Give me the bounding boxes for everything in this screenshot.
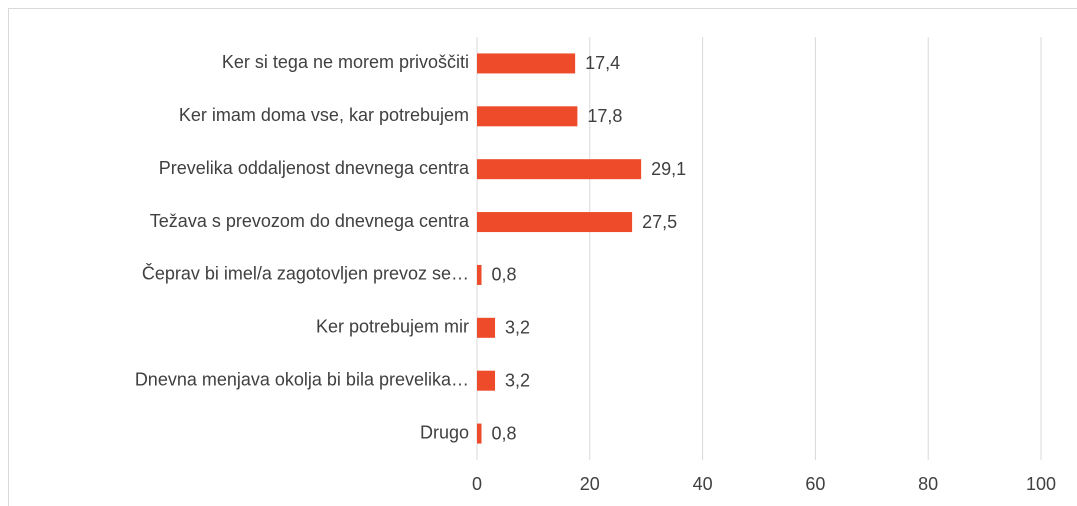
- bar: [477, 423, 482, 444]
- x-tick-label: 0: [472, 474, 482, 494]
- bar: [477, 317, 496, 338]
- x-tick-label: 100: [1026, 474, 1056, 494]
- bar: [477, 370, 496, 391]
- y-tick-label: Ker si tega ne morem privoščiti: [222, 52, 469, 72]
- data-label: 0,8: [492, 265, 517, 285]
- data-label: 0,8: [492, 423, 517, 443]
- data-label: 3,2: [505, 318, 530, 338]
- bar: [477, 159, 642, 180]
- bar: [477, 53, 576, 74]
- x-tick-label: 60: [805, 474, 825, 494]
- y-tick-label: Ker potrebujem mir: [316, 317, 469, 337]
- bar: [477, 106, 578, 127]
- data-label: 17,8: [587, 106, 622, 126]
- data-label: 17,4: [585, 53, 620, 73]
- data-label: 29,1: [651, 159, 686, 179]
- y-tick-label: Drugo: [420, 422, 469, 442]
- y-tick-label: Težava s prevozom do dnevnega centra: [150, 211, 470, 231]
- x-tick-label: 20: [580, 474, 600, 494]
- data-label: 27,5: [642, 212, 677, 232]
- y-tick-label: Prevelika oddaljenost dnevnega centra: [159, 158, 470, 178]
- bar: [477, 264, 482, 285]
- x-tick-label: 80: [918, 474, 938, 494]
- y-tick-label: Čeprav bi imel/a zagotovljen prevoz se…: [142, 263, 469, 284]
- y-tick-label: Ker imam doma vse, kar potrebujem: [179, 105, 469, 125]
- chart-frame: [8, 8, 1077, 506]
- data-label: 3,2: [505, 370, 530, 390]
- y-tick-label: Dnevna menjava okolja bi bila prevelika…: [135, 369, 469, 389]
- x-tick-label: 40: [693, 474, 713, 494]
- bar: [477, 212, 633, 233]
